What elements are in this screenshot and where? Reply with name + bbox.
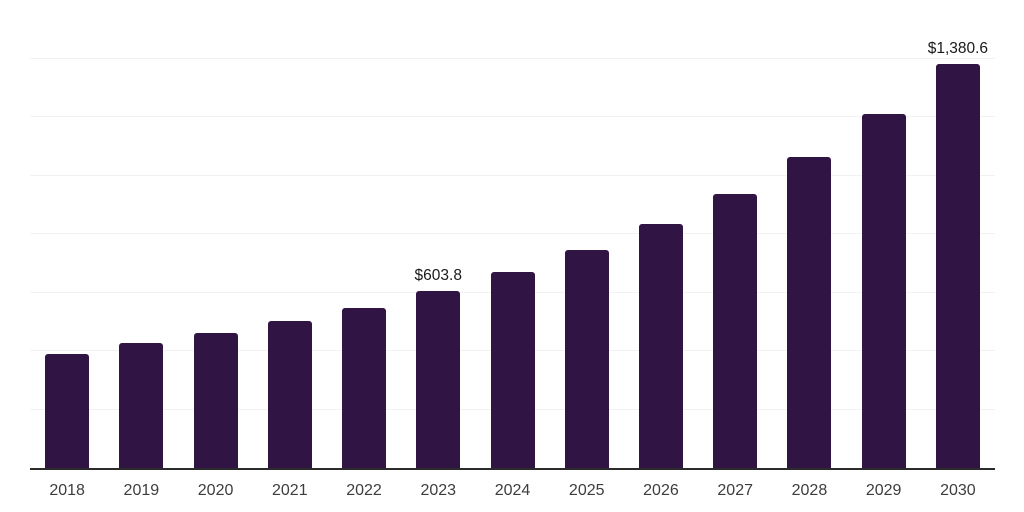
x-tick-label-2024: 2024 xyxy=(494,482,531,499)
x-tick-label-2025: 2025 xyxy=(568,482,605,499)
gridline xyxy=(30,174,995,176)
bar-2021 xyxy=(267,320,312,468)
bar-2025 xyxy=(564,250,609,468)
bar-2019 xyxy=(119,343,164,468)
bar-2030 xyxy=(935,64,980,468)
bar-2028 xyxy=(787,157,832,468)
x-tick-label-2022: 2022 xyxy=(346,482,382,499)
plot-area: $603.8 $1,380.6 xyxy=(30,2,995,470)
x-tick-label-2018: 2018 xyxy=(49,482,85,499)
x-tick-label-2028: 2028 xyxy=(791,482,828,499)
x-tick-label-2019: 2019 xyxy=(123,482,160,499)
bar-2027 xyxy=(713,194,758,468)
x-tick-label-2023: 2023 xyxy=(420,482,457,499)
x-tick-label-2020: 2020 xyxy=(197,482,234,499)
bar-2018 xyxy=(45,354,90,468)
x-tick-label-2030: 2030 xyxy=(940,482,976,499)
bar-2029 xyxy=(861,114,906,468)
x-tick-label-2021: 2021 xyxy=(272,482,308,499)
x-tick-label-2026: 2026 xyxy=(643,482,679,499)
bar-value-label-2030: $1,380.6 xyxy=(927,39,989,57)
gridline xyxy=(30,233,995,234)
x-axis-labels: 2018 2019 2020 2021 2022 2023 2024 2025 2026 2027… xyxy=(30,481,995,503)
x-tick-label-2029: 2029 xyxy=(865,482,902,499)
gridline xyxy=(30,116,995,117)
x-tick-label-2027: 2027 xyxy=(717,482,753,499)
bar-2022 xyxy=(342,308,387,468)
bar-2020 xyxy=(193,332,238,468)
bar-value-label-2023: $603.8 xyxy=(414,266,462,284)
gridline xyxy=(30,57,995,59)
bar-2026 xyxy=(638,223,683,468)
bar-2024 xyxy=(490,272,535,468)
bar-2023 xyxy=(416,291,461,468)
